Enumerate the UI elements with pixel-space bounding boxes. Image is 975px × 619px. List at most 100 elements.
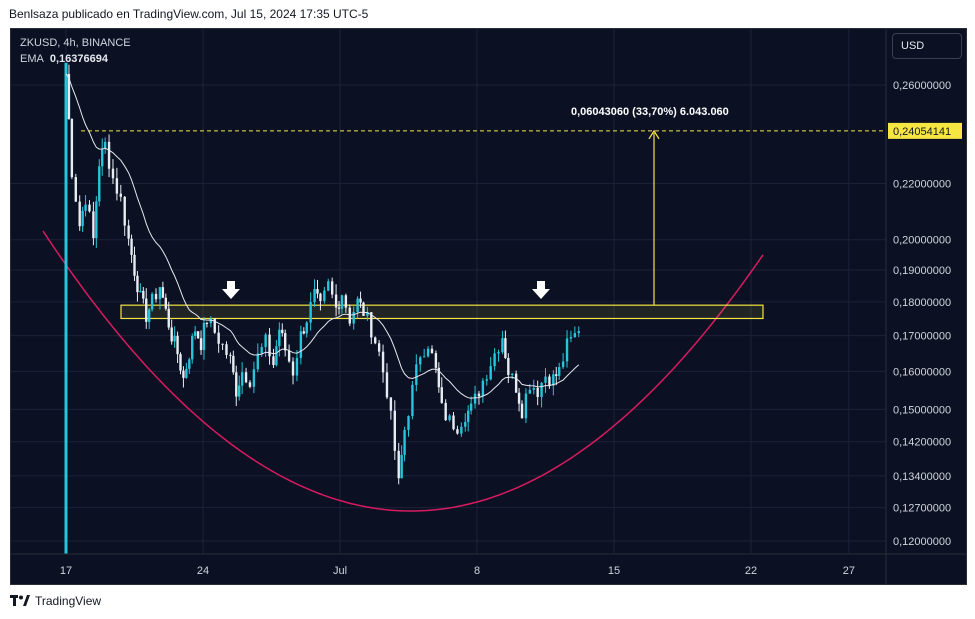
tradingview-logo-icon (10, 595, 30, 606)
publication-header: Benlsaza publicado en TradingView.com, J… (9, 7, 369, 21)
candle-body (548, 376, 551, 386)
candle-body (452, 415, 455, 430)
candle-body (440, 387, 443, 403)
candle-body (469, 403, 473, 411)
candle-body (493, 353, 496, 367)
candle-body (213, 318, 216, 333)
candle-body (377, 343, 381, 352)
candle-body (327, 281, 330, 291)
candle-body (302, 331, 305, 334)
candle-body (464, 421, 467, 427)
candle-body (337, 307, 341, 309)
candle-body (217, 332, 220, 344)
candle-body (504, 338, 507, 358)
candle-body (370, 312, 373, 338)
candle-body (407, 416, 410, 430)
candle-body (381, 351, 385, 373)
candle-body (466, 410, 470, 422)
price-chart[interactable]: 0,06043060 (33,70%) 6.043.060 0,26000000… (11, 29, 966, 584)
down-arrow-icon (222, 281, 240, 299)
candle-body (561, 361, 565, 368)
x-tick-label: 22 (745, 565, 757, 577)
candle-body (536, 387, 539, 398)
candle-body (430, 348, 434, 354)
ema-label: EMA (20, 53, 44, 65)
candle-body (565, 338, 569, 362)
candle-body (366, 312, 369, 316)
candle-body (323, 290, 326, 301)
candle-body (170, 327, 173, 342)
candle-body (316, 289, 319, 294)
candle-body (497, 352, 500, 354)
y-tick-label: 0,13400000 (893, 471, 951, 483)
chart-container[interactable]: 0,06043060 (33,70%) 6.043.060 0,26000000… (10, 28, 967, 585)
y-tick-label: 0,17000000 (893, 331, 951, 343)
candle-body (514, 373, 518, 393)
candle-body (70, 118, 74, 178)
candle-body (193, 331, 197, 337)
candle-body (400, 454, 403, 479)
candle-body (161, 287, 165, 298)
candle-body (448, 415, 451, 421)
candle-body (422, 356, 426, 358)
candle-body (517, 392, 521, 404)
candle-body (78, 201, 81, 227)
symbol-legend: ZKUSD, 4h, BINANCE (20, 37, 131, 49)
candle-body (130, 238, 133, 255)
x-tick-label: 24 (197, 565, 209, 577)
candle-body (167, 308, 170, 328)
candle-body (309, 302, 312, 323)
candle-body (473, 393, 477, 404)
candle-body (119, 193, 122, 197)
y-tick-label: 0,19000000 (893, 265, 951, 277)
candle-body (209, 318, 213, 324)
candle-body (133, 254, 136, 276)
candle-body (182, 370, 185, 378)
candle-body (88, 204, 91, 212)
candle-body (139, 290, 142, 293)
candle-body (520, 403, 524, 419)
candle-body (101, 148, 104, 167)
y-tick-label: 0,22000000 (893, 179, 951, 191)
candle-body (107, 141, 111, 169)
candle-body (272, 356, 275, 366)
zone-layer (120, 304, 764, 320)
candle-body (111, 168, 115, 179)
candle-body (67, 73, 71, 119)
candle-body (319, 293, 322, 301)
candle-body (573, 333, 577, 337)
x-tick-label: 17 (60, 565, 72, 577)
candle-body (385, 372, 389, 398)
candle-body (252, 369, 256, 387)
y-tick-label: 0,14200000 (893, 437, 951, 449)
candle-body (374, 337, 377, 344)
axis-layer: 0,26000000 0,22000000 0,20000000 0,19000000… (11, 29, 966, 584)
candle-body (411, 384, 414, 417)
candle-body (477, 393, 481, 397)
brand-name[interactable]: TradingView (35, 594, 102, 608)
candle-body (577, 331, 580, 334)
candle-body (123, 196, 126, 226)
candle-body (98, 166, 101, 202)
measure-arrow-icon (648, 129, 660, 140)
candle-body (485, 379, 488, 381)
candle-body (235, 372, 238, 397)
candle-body (426, 348, 430, 357)
candle-body (225, 344, 228, 355)
candle-body (205, 322, 209, 324)
currency-button[interactable]: USD (892, 33, 962, 59)
candle-body (481, 380, 485, 397)
candle-body (528, 389, 532, 394)
candle-body (154, 293, 158, 300)
candle-body (173, 335, 176, 342)
y-tick-label: 0,16000000 (893, 366, 951, 378)
candle-body (127, 225, 130, 239)
candle-body (221, 343, 224, 345)
candle-body (191, 336, 194, 360)
candle-body (359, 298, 362, 303)
candle-body (552, 374, 555, 386)
candle-body (415, 364, 418, 385)
target-price-badge (888, 122, 962, 139)
candle-body (150, 293, 154, 310)
candle-body (95, 201, 98, 239)
